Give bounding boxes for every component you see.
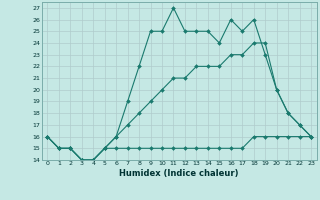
X-axis label: Humidex (Indice chaleur): Humidex (Indice chaleur) — [119, 169, 239, 178]
